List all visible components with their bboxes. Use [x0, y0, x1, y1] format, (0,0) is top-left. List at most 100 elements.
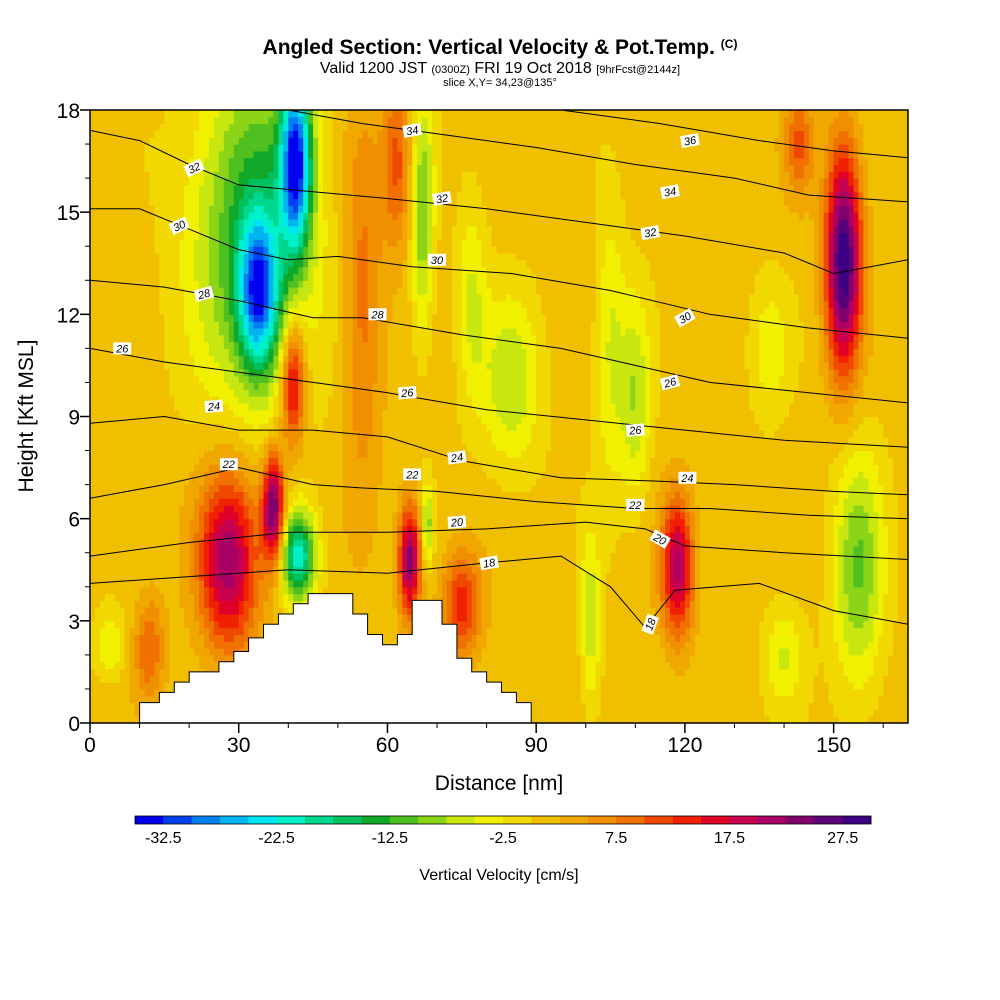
velocity-cell [248, 273, 255, 281]
velocity-cell [238, 600, 245, 608]
velocity-cell [248, 470, 255, 479]
velocity-cell [94, 327, 101, 336]
velocity-cell [94, 491, 101, 499]
velocity-cell [129, 539, 136, 547]
velocity-cell [149, 498, 156, 506]
velocity-cell [90, 389, 96, 397]
velocity-cell [233, 293, 240, 302]
velocity-cell [263, 559, 270, 567]
velocity-cell [258, 130, 265, 138]
velocity-cell [223, 144, 230, 152]
velocity-cell [134, 164, 141, 172]
velocity-cell [94, 716, 101, 723]
velocity-cell [228, 593, 235, 601]
velocity-cell [323, 579, 329, 588]
velocity-cell [99, 253, 106, 261]
velocity-cell [208, 409, 215, 418]
velocity-cell [347, 518, 354, 527]
velocity-cell [149, 246, 156, 254]
velocity-cell [318, 402, 324, 411]
velocity-cell [357, 375, 364, 384]
velocity-cell [164, 545, 170, 554]
velocity-cell [288, 389, 294, 397]
velocity-cell [308, 484, 314, 493]
velocity-cell [124, 287, 131, 295]
velocity-cell [213, 150, 220, 159]
velocity-cell [134, 144, 141, 152]
velocity-cell [352, 498, 359, 506]
velocity-cell [149, 184, 156, 193]
velocity-cell [208, 382, 215, 390]
velocity-cell [253, 566, 260, 574]
velocity-cell [263, 205, 270, 213]
velocity-cell [313, 150, 319, 159]
velocity-cell [253, 144, 260, 152]
velocity-cell [238, 321, 245, 329]
velocity-cell [199, 389, 205, 397]
velocity-cell [139, 634, 146, 642]
velocity-cell [204, 300, 210, 309]
velocity-cell [154, 430, 161, 438]
velocity-cell [357, 511, 364, 520]
velocity-cell [318, 293, 324, 302]
velocity-cell [213, 545, 220, 554]
velocity-cell [109, 327, 116, 336]
velocity-cell [184, 348, 190, 356]
velocity-cell [327, 559, 334, 567]
velocity-cell [318, 545, 324, 554]
velocity-cell [283, 334, 289, 343]
velocity-cell [99, 355, 106, 363]
velocity-cell [174, 593, 180, 601]
velocity-cell [204, 307, 210, 315]
velocity-cell [99, 641, 106, 649]
velocity-cell [293, 355, 299, 363]
velocity-cell [119, 423, 126, 431]
velocity-cell [352, 171, 359, 179]
velocity-cell [109, 607, 116, 615]
velocity-cell [144, 239, 151, 247]
velocity-cell [149, 287, 156, 295]
velocity-cell [99, 491, 106, 499]
velocity-cell [199, 232, 205, 241]
velocity-cell [129, 341, 136, 349]
velocity-cell [109, 110, 116, 118]
velocity-cell [303, 443, 309, 452]
velocity-cell [323, 423, 329, 431]
velocity-cell [90, 396, 96, 404]
velocity-cell [218, 307, 225, 315]
velocity-cell [342, 225, 349, 234]
velocity-cell [288, 545, 294, 554]
velocity-cell [243, 566, 250, 574]
velocity-cell [199, 110, 205, 118]
velocity-cell [174, 511, 180, 520]
velocity-cell [154, 559, 161, 567]
velocity-cell [332, 402, 339, 411]
velocity-cell [298, 470, 304, 479]
velocity-cell [124, 614, 131, 622]
velocity-cell [228, 375, 235, 384]
velocity-cell [213, 457, 220, 465]
velocity-cell [189, 457, 195, 465]
velocity-cell [104, 157, 111, 166]
velocity-cell [129, 464, 136, 472]
velocity-cell [228, 184, 235, 193]
velocity-cell [243, 505, 250, 513]
velocity-cell [243, 362, 250, 370]
velocity-cell [149, 402, 156, 411]
velocity-cell [204, 157, 210, 166]
velocity-cell [189, 409, 195, 418]
velocity-cell [342, 205, 349, 213]
velocity-cell [228, 150, 235, 159]
velocity-cell [228, 614, 235, 622]
velocity-cell [238, 614, 245, 622]
velocity-cell [233, 368, 240, 377]
velocity-cell [114, 150, 121, 159]
velocity-cell [303, 137, 309, 145]
velocity-cell [233, 287, 240, 295]
velocity-cell [179, 552, 185, 561]
velocity-cell [90, 559, 96, 567]
velocity-cell [337, 273, 344, 281]
velocity-cell [258, 355, 265, 363]
velocity-cell [90, 225, 96, 234]
velocity-cell [253, 389, 260, 397]
